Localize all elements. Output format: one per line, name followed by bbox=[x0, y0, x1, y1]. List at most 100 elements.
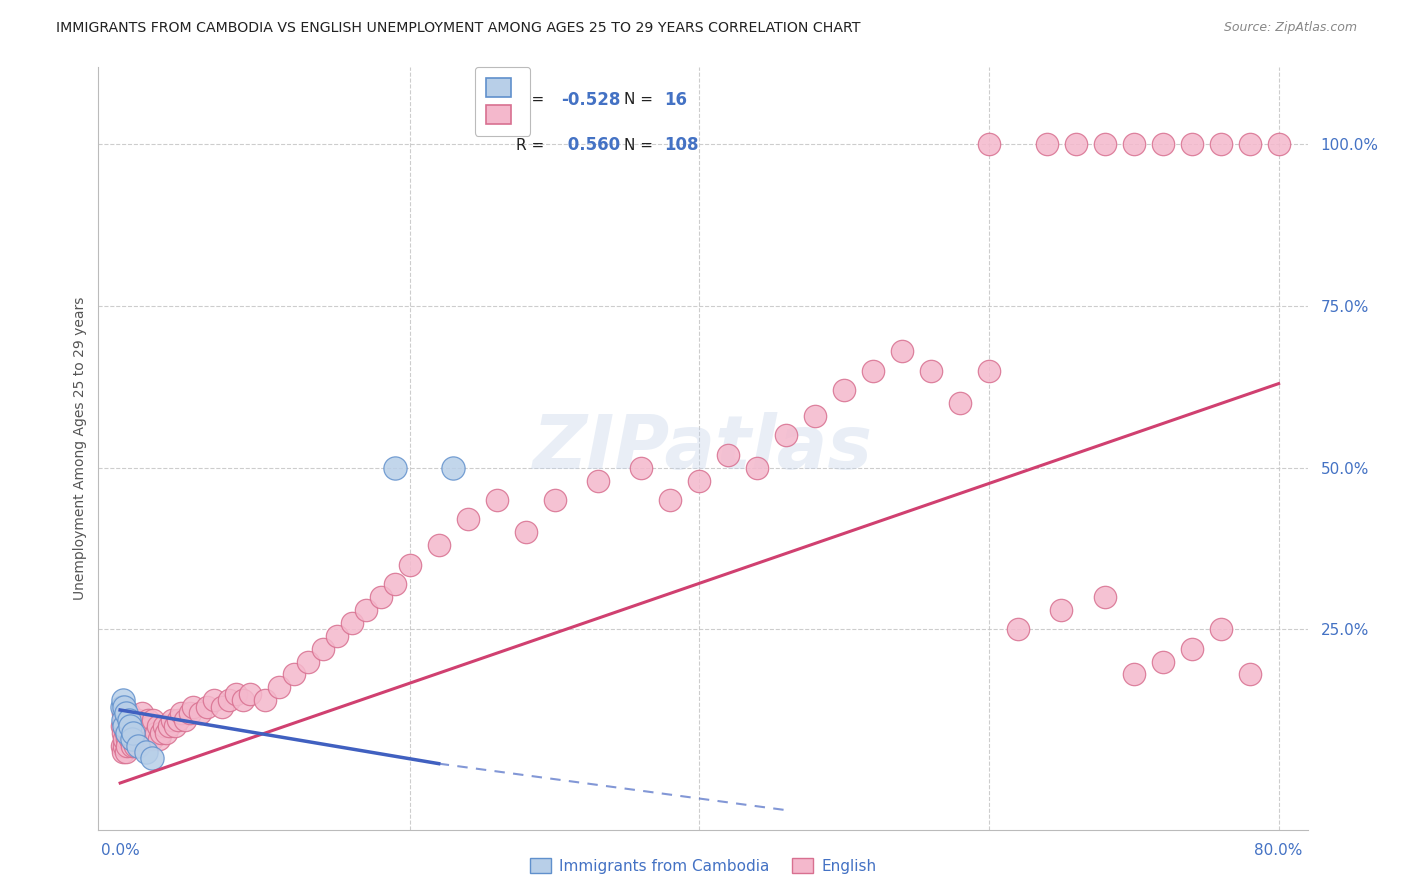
Point bbox=[269, 681, 291, 695]
Point bbox=[195, 699, 218, 714]
Point bbox=[125, 725, 148, 739]
Point bbox=[949, 396, 972, 410]
Point bbox=[110, 699, 132, 714]
Point bbox=[162, 713, 184, 727]
Point bbox=[167, 713, 190, 727]
Point bbox=[1094, 590, 1116, 604]
Point bbox=[155, 725, 177, 739]
Text: -0.528: -0.528 bbox=[561, 91, 621, 109]
Point bbox=[717, 448, 740, 462]
Point bbox=[1064, 137, 1087, 152]
Point bbox=[218, 693, 240, 707]
Point bbox=[253, 693, 276, 707]
Point bbox=[427, 538, 450, 552]
Point bbox=[124, 739, 146, 753]
Point bbox=[112, 725, 135, 739]
Point bbox=[398, 558, 420, 572]
Text: N =: N = bbox=[624, 92, 658, 107]
Point bbox=[117, 713, 139, 727]
Point bbox=[232, 693, 254, 707]
Point bbox=[145, 725, 167, 739]
Point bbox=[1267, 137, 1289, 152]
Point bbox=[146, 719, 169, 733]
Point bbox=[283, 667, 305, 681]
Point bbox=[117, 725, 139, 739]
Point bbox=[297, 655, 319, 669]
Point bbox=[384, 460, 406, 475]
Point bbox=[457, 512, 479, 526]
Point bbox=[1152, 137, 1174, 152]
Point bbox=[131, 706, 153, 721]
Point bbox=[121, 732, 143, 747]
Point bbox=[131, 732, 153, 747]
Point bbox=[114, 719, 136, 733]
Point bbox=[112, 713, 135, 727]
Point bbox=[747, 460, 769, 475]
Text: IMMIGRANTS FROM CAMBODIA VS ENGLISH UNEMPLOYMENT AMONG AGES 25 TO 29 YEARS CORRE: IMMIGRANTS FROM CAMBODIA VS ENGLISH UNEM… bbox=[56, 21, 860, 35]
Point bbox=[239, 687, 262, 701]
Point bbox=[1152, 655, 1174, 669]
Point bbox=[135, 745, 157, 759]
Point bbox=[115, 745, 138, 759]
Point bbox=[134, 719, 156, 733]
Point bbox=[1181, 641, 1204, 656]
Point bbox=[114, 739, 136, 753]
Point bbox=[977, 137, 1000, 152]
Point bbox=[485, 492, 508, 507]
Point bbox=[326, 629, 349, 643]
Point bbox=[118, 713, 141, 727]
Text: 0.560: 0.560 bbox=[561, 136, 620, 154]
Text: R =: R = bbox=[516, 92, 548, 107]
Point bbox=[181, 699, 204, 714]
Point bbox=[122, 725, 145, 739]
Point bbox=[115, 725, 138, 739]
Point bbox=[1094, 137, 1116, 152]
Text: R =: R = bbox=[516, 138, 548, 153]
Point bbox=[543, 492, 565, 507]
Point bbox=[124, 719, 146, 733]
Point bbox=[1007, 622, 1029, 636]
Legend: , : , bbox=[475, 67, 530, 136]
Legend: Immigrants from Cambodia, English: Immigrants from Cambodia, English bbox=[523, 852, 883, 880]
Point bbox=[340, 615, 363, 630]
Point bbox=[862, 364, 884, 378]
Text: Source: ZipAtlas.com: Source: ZipAtlas.com bbox=[1223, 21, 1357, 34]
Point bbox=[118, 725, 141, 739]
Point bbox=[1036, 137, 1059, 152]
Point bbox=[188, 706, 211, 721]
Point bbox=[139, 719, 162, 733]
Point bbox=[1122, 667, 1144, 681]
Text: N =: N = bbox=[624, 138, 658, 153]
Point bbox=[149, 725, 172, 739]
Point bbox=[115, 706, 138, 721]
Point bbox=[118, 706, 141, 721]
Point bbox=[112, 745, 135, 759]
Point bbox=[132, 725, 155, 739]
Point bbox=[977, 364, 1000, 378]
Point bbox=[891, 344, 914, 359]
Point bbox=[114, 699, 136, 714]
Point bbox=[122, 725, 145, 739]
Point bbox=[312, 641, 335, 656]
Point bbox=[120, 719, 142, 733]
Point bbox=[1239, 667, 1261, 681]
Point bbox=[117, 732, 139, 747]
Point bbox=[384, 577, 406, 591]
Point bbox=[127, 713, 149, 727]
Point bbox=[136, 713, 159, 727]
Point bbox=[174, 713, 197, 727]
Point bbox=[1050, 603, 1073, 617]
Point bbox=[515, 525, 537, 540]
Point bbox=[1209, 622, 1232, 636]
Point bbox=[630, 460, 652, 475]
Point bbox=[211, 699, 233, 714]
Point bbox=[804, 409, 827, 423]
Point bbox=[112, 693, 135, 707]
Point bbox=[179, 706, 201, 721]
Point bbox=[129, 719, 152, 733]
Point bbox=[148, 732, 170, 747]
Text: 108: 108 bbox=[664, 136, 699, 154]
Point bbox=[127, 732, 149, 747]
Point bbox=[117, 739, 139, 753]
Point bbox=[659, 492, 682, 507]
